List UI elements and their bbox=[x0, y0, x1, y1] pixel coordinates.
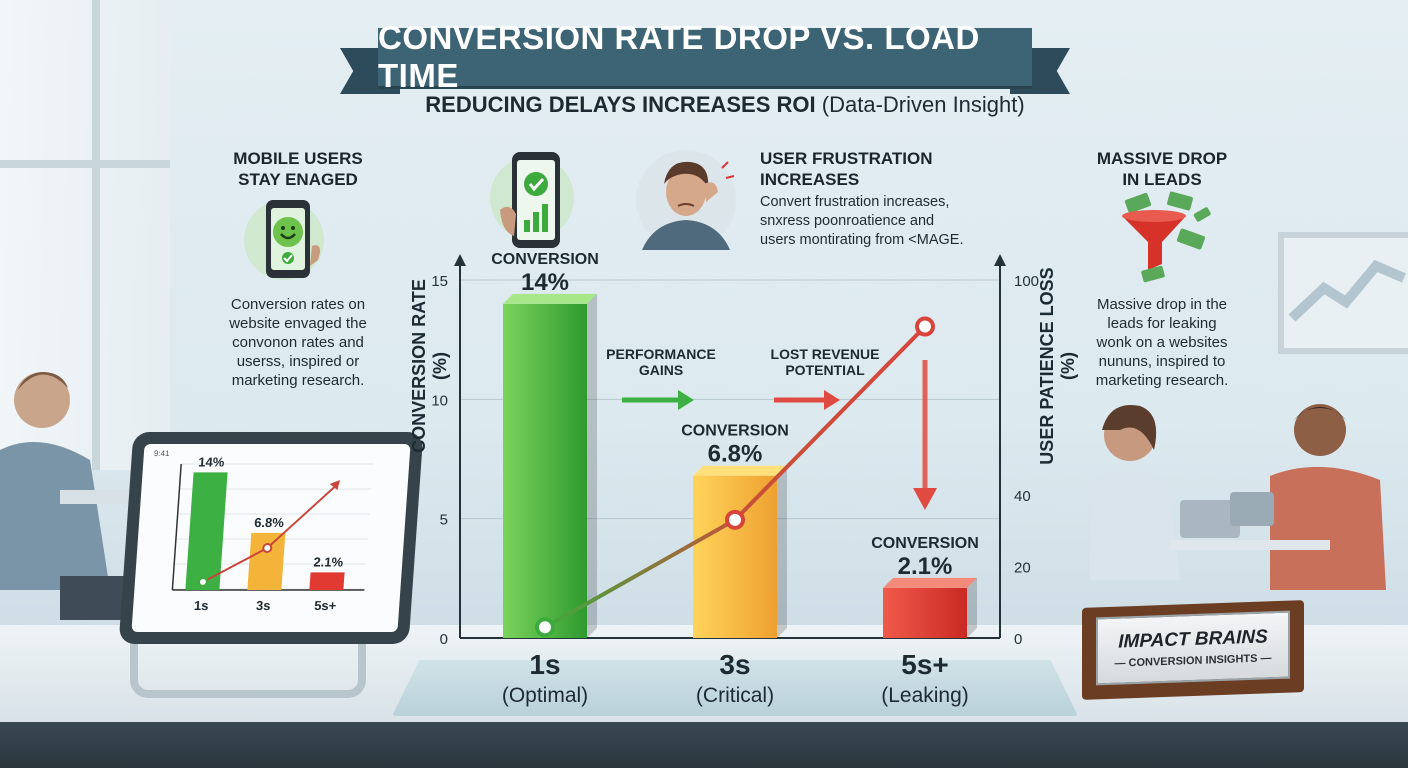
gains-arrowhead bbox=[678, 390, 694, 410]
tablet-point bbox=[197, 577, 208, 587]
x-tick-label: 5s+ bbox=[901, 649, 949, 680]
desk-edge bbox=[0, 722, 1408, 768]
y-axis-label-left: CONVERSION RATE (%) bbox=[409, 279, 450, 453]
tablet-mini-chart: 9:41 14% 1s 6.8% 3s 2.1% 5s+ bbox=[154, 449, 374, 613]
frustrated-user-icon bbox=[636, 150, 736, 250]
tablet-stand bbox=[130, 640, 366, 698]
x-tick-sublabel: (Leaking) bbox=[881, 684, 969, 707]
middle-panel-heading: USER FRUSTRATION INCREASES bbox=[760, 149, 933, 189]
bar-3s bbox=[693, 475, 777, 638]
subtitle-normal: (Data-Driven Insight) bbox=[821, 92, 1025, 117]
y-tick-right: 0 bbox=[1014, 631, 1022, 648]
phone-checkmark-icon bbox=[490, 152, 574, 248]
tablet-bar-label: 14% bbox=[198, 454, 225, 469]
bar-top bbox=[883, 577, 977, 588]
y-tick-left: 15 bbox=[431, 273, 448, 290]
y-tick-right: 40 bbox=[1014, 488, 1031, 505]
tablet-point bbox=[262, 543, 273, 553]
background-people-right bbox=[1090, 404, 1386, 590]
tablet-bar-label: 2.1% bbox=[313, 554, 344, 569]
chart-platform bbox=[392, 660, 1078, 716]
x-tick-label: 3s bbox=[719, 649, 750, 680]
tablet-x-label: 5s+ bbox=[314, 598, 337, 613]
window-frame bbox=[92, 0, 100, 470]
tablet-x-label: 1s bbox=[194, 598, 209, 613]
wall-picture bbox=[1278, 232, 1408, 354]
bar-label-top: CONVERSION bbox=[681, 423, 789, 440]
bar-label-top: CONVERSION bbox=[871, 535, 979, 552]
bar-value-label: 6.8% bbox=[708, 441, 763, 468]
left-panel-heading: MOBILE USERS STAY ENAGED bbox=[233, 149, 363, 189]
main-chart: 05101502040100CONVERSION14%1s(Optimal)CO… bbox=[431, 251, 1039, 707]
tablet-screen: 9:41 14% 1s 6.8% 3s 2.1% 5s+ bbox=[131, 444, 411, 632]
y-axis-arrow bbox=[454, 254, 466, 266]
tablet-bar bbox=[309, 572, 345, 590]
nameplate: IMPACT BRAINS CONVERSION INSIGHTS bbox=[1082, 600, 1304, 700]
subtitle-bold: REDUCING DELAYS INCREASES ROI bbox=[425, 92, 816, 117]
loss-arrowhead bbox=[824, 390, 840, 410]
patience-point bbox=[915, 316, 935, 337]
bar-side bbox=[777, 465, 787, 638]
smiling-phone-icon bbox=[244, 200, 324, 280]
money-funnel-icon bbox=[1122, 191, 1211, 283]
y-axis-arrow bbox=[994, 254, 1006, 266]
performance-gains-label: PERFORMANCE GAINS bbox=[606, 346, 716, 378]
page-title: CONVERSION RATE DROP VS. LOAD TIME bbox=[378, 19, 980, 94]
bar-value-label: 14% bbox=[521, 269, 569, 296]
tablet-status-time: 9:41 bbox=[154, 449, 171, 458]
bar-5s+ bbox=[883, 587, 967, 638]
tablet-device: 9:41 14% 1s 6.8% 3s 2.1% 5s+ bbox=[118, 432, 424, 644]
y-tick-left: 10 bbox=[431, 392, 448, 409]
bar-top bbox=[503, 293, 597, 304]
drop-arrowhead bbox=[913, 488, 937, 510]
tablet-bar-label: 6.8% bbox=[254, 515, 285, 530]
bar-side bbox=[967, 577, 977, 638]
bar-1s bbox=[503, 303, 587, 638]
bar-top bbox=[693, 465, 787, 476]
subtitle: REDUCING DELAYS INCREASES ROI (Data-Driv… bbox=[380, 92, 1070, 118]
tablet-x-label: 3s bbox=[256, 598, 271, 613]
y-tick-left: 5 bbox=[440, 512, 448, 529]
lost-revenue-label: LOST REVENUE POTENTIAL bbox=[770, 346, 880, 378]
nameplate-subtitle: CONVERSION INSIGHTS bbox=[1114, 652, 1271, 670]
nameplate-title: IMPACT BRAINS bbox=[1118, 626, 1268, 653]
tablet-bar bbox=[247, 532, 286, 590]
left-panel-body: Conversion rates on website envaged the … bbox=[229, 296, 367, 389]
x-tick-label: 1s bbox=[529, 649, 560, 680]
y-tick-right: 100 bbox=[1014, 273, 1039, 290]
tablet-y-axis bbox=[171, 464, 182, 590]
patience-point bbox=[535, 617, 555, 638]
right-panel-body: Massive drop in the leads for leaking wo… bbox=[1095, 296, 1229, 389]
title-banner: CONVERSION RATE DROP VS. LOAD TIME bbox=[340, 19, 1070, 98]
window-frame bbox=[0, 160, 170, 168]
x-tick-sublabel: (Critical) bbox=[696, 684, 774, 707]
right-panel-heading: MASSIVE DROP IN LEADS bbox=[1096, 149, 1228, 189]
bar-side bbox=[587, 293, 597, 638]
tablet-bar bbox=[185, 472, 228, 590]
middle-panel-body: Convert frustration increases, snxress p… bbox=[760, 194, 964, 248]
y-tick-right: 20 bbox=[1014, 559, 1031, 576]
x-tick-sublabel: (Optimal) bbox=[502, 684, 588, 707]
y-tick-left: 0 bbox=[440, 631, 448, 648]
bar-value-label: 2.1% bbox=[898, 553, 953, 580]
bar-label-top: CONVERSION bbox=[491, 251, 599, 268]
y-axis-label-right: USER PATIENCE LOSS (%) bbox=[1037, 267, 1078, 465]
patience-point bbox=[725, 509, 745, 530]
tablet-trend-arrowhead bbox=[329, 480, 341, 490]
